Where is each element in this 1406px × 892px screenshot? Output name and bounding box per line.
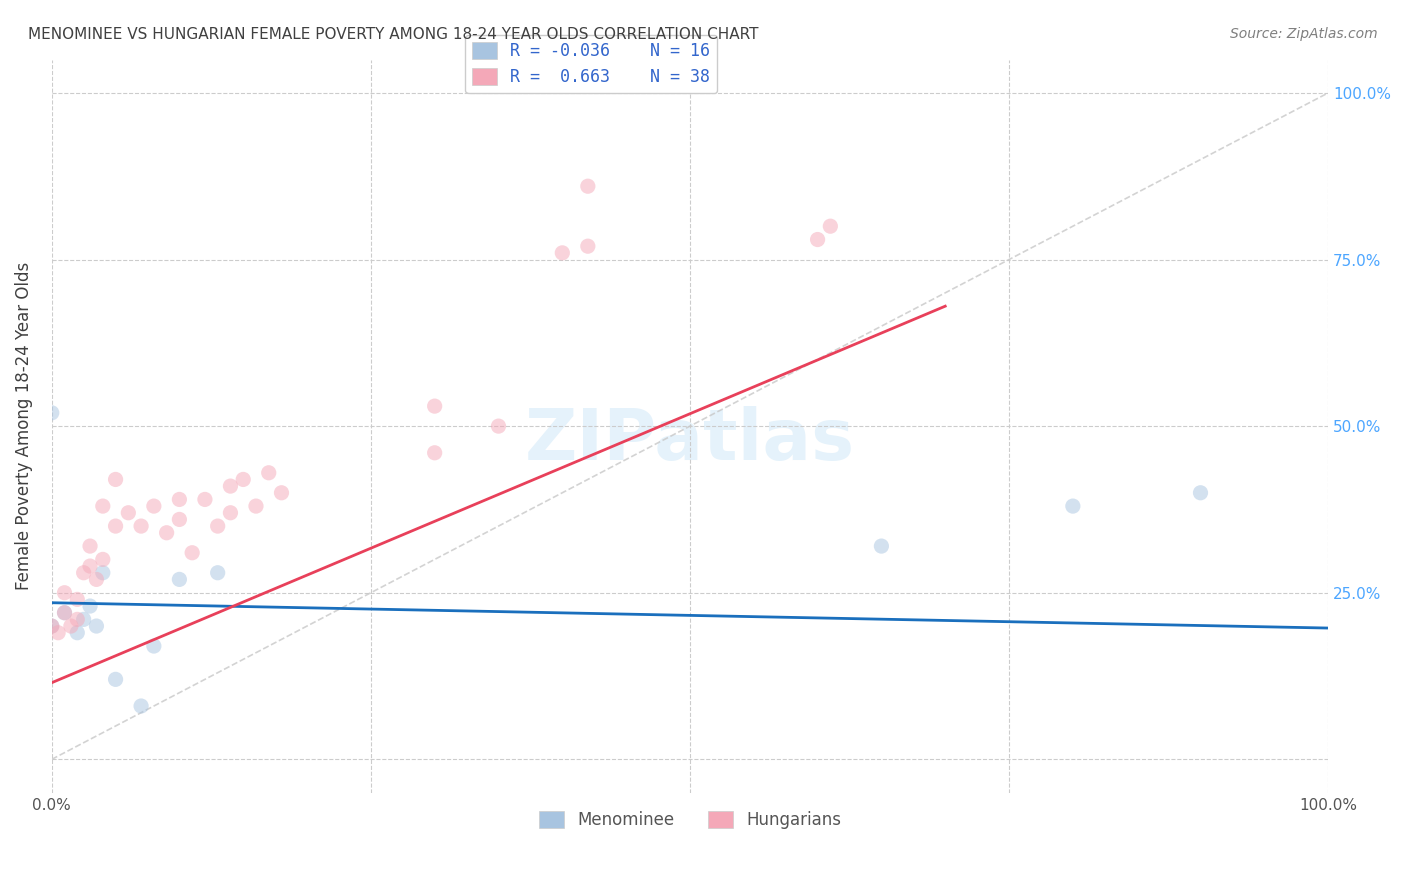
Point (207, 519, 229, 533)
Point (806, 233, 828, 247)
Point (219, 506, 242, 520)
Point (181, 546, 204, 560)
Point (169, 512, 191, 526)
Point (488, 419, 510, 434)
Point (53, 585, 76, 599)
Point (86, 573, 108, 587)
Point (245, 499, 267, 513)
Point (86, 619, 108, 633)
Point (73, 566, 96, 580)
Point (232, 472, 254, 486)
Point (41, 406, 63, 420)
Point (270, 485, 292, 500)
Point (73, 612, 96, 626)
Point (129, 519, 152, 533)
Y-axis label: Female Poverty Among 18-24 Year Olds: Female Poverty Among 18-24 Year Olds (15, 262, 32, 591)
Point (169, 492, 191, 507)
Point (104, 673, 127, 687)
Point (194, 492, 217, 507)
Point (551, 245, 574, 260)
Point (59, 619, 82, 633)
Point (576, 179, 599, 194)
Point (46, 625, 69, 640)
Point (142, 639, 165, 653)
Point (129, 699, 152, 714)
Point (142, 499, 165, 513)
Point (207, 566, 229, 580)
Point (41, 619, 63, 633)
Point (53, 606, 76, 620)
Point (1062, 499, 1084, 513)
Point (41, 619, 63, 633)
Point (79, 599, 101, 613)
Point (53, 606, 76, 620)
Point (117, 506, 139, 520)
Text: MENOMINEE VS HUNGARIAN FEMALE POVERTY AMONG 18-24 YEAR OLDS CORRELATION CHART: MENOMINEE VS HUNGARIAN FEMALE POVERTY AM… (28, 27, 759, 42)
Point (1189, 485, 1212, 500)
Point (423, 399, 446, 413)
Point (257, 466, 280, 480)
Point (91, 499, 114, 513)
Point (104, 519, 127, 533)
Point (156, 525, 179, 540)
Text: Source: ZipAtlas.com: Source: ZipAtlas.com (1230, 27, 1378, 41)
Point (91, 566, 114, 580)
Point (219, 479, 242, 493)
Point (870, 539, 893, 553)
Point (79, 539, 101, 553)
Point (820, 219, 842, 234)
Text: ZIPatlas: ZIPatlas (524, 406, 855, 475)
Point (104, 472, 127, 486)
Point (79, 559, 101, 574)
Point (66, 625, 89, 640)
Point (66, 612, 89, 626)
Point (576, 239, 599, 253)
Legend: Menominee, Hungarians: Menominee, Hungarians (533, 804, 848, 836)
Point (66, 592, 89, 607)
Point (423, 446, 446, 460)
Point (91, 552, 114, 566)
Point (169, 573, 191, 587)
